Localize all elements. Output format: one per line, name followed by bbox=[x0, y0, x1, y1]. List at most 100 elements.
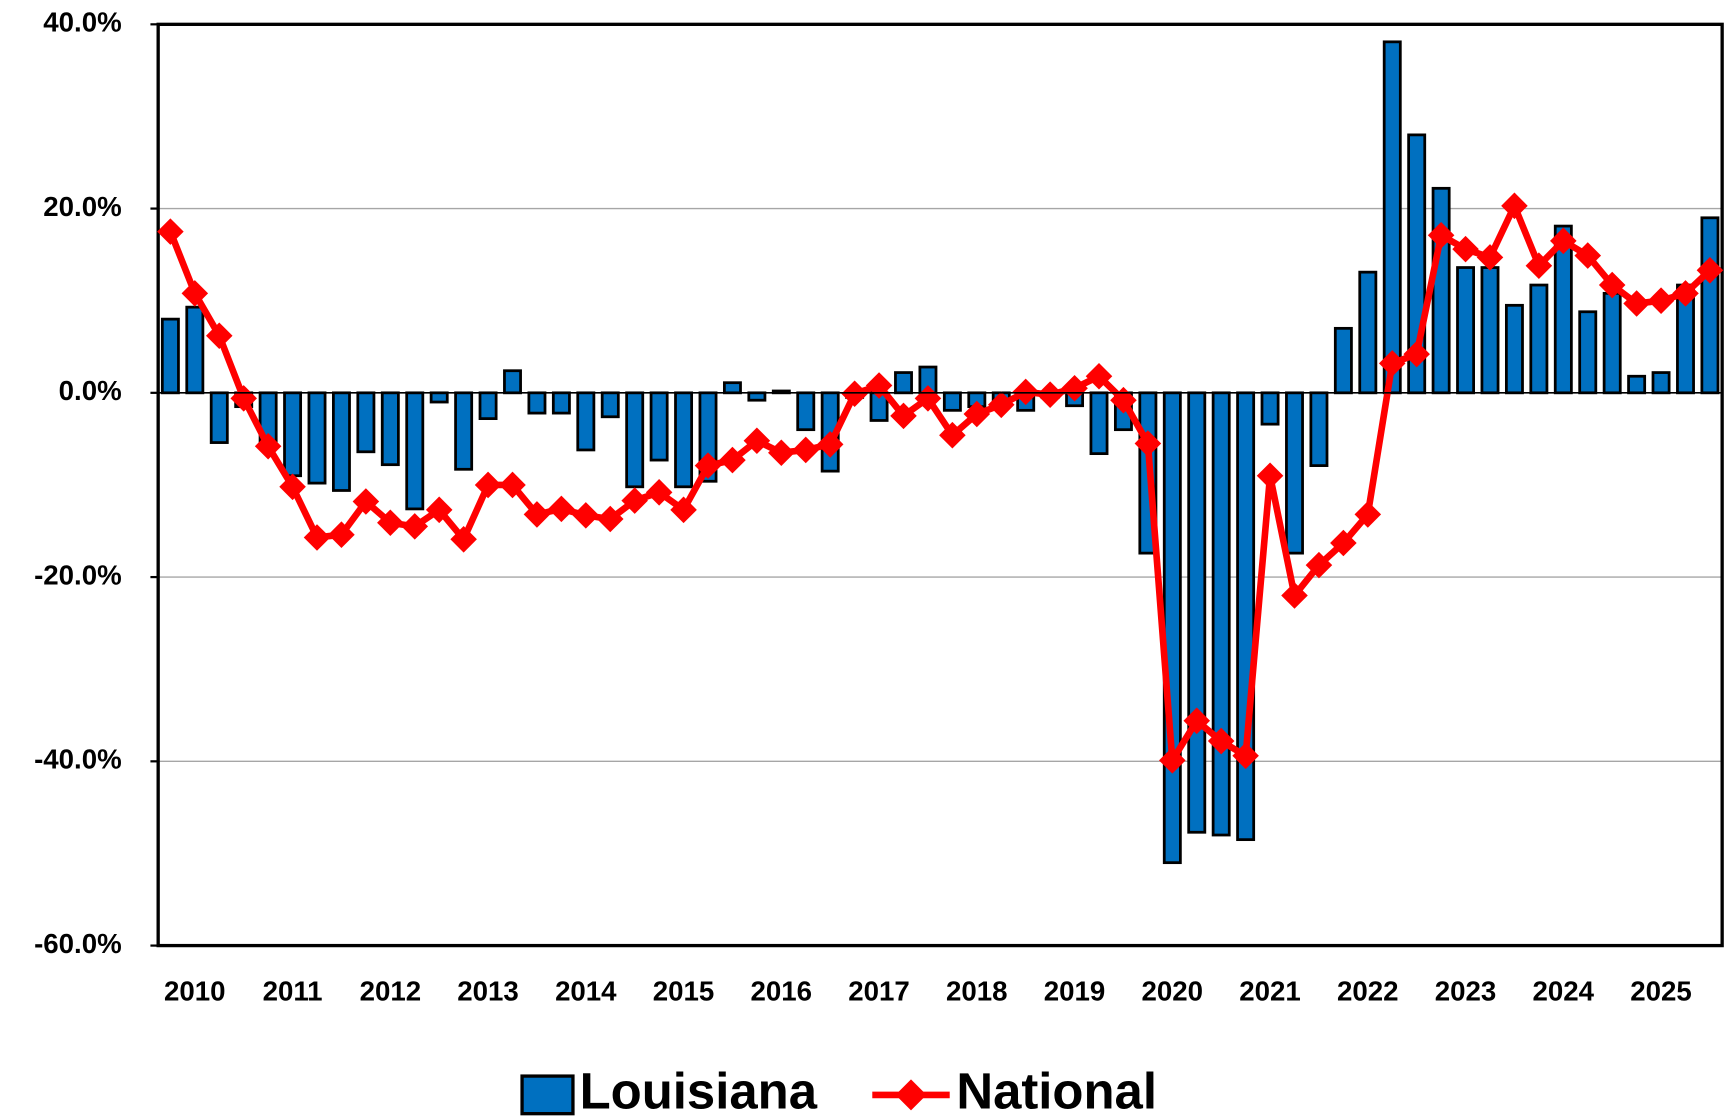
bar bbox=[429, 391, 449, 404]
line-marker bbox=[743, 427, 771, 455]
line-marker bbox=[1427, 222, 1455, 249]
bar bbox=[1382, 40, 1402, 395]
bar bbox=[722, 381, 742, 395]
bar bbox=[1211, 391, 1231, 837]
bar bbox=[625, 391, 645, 489]
bar bbox=[307, 391, 327, 485]
bar bbox=[380, 391, 400, 467]
line-marker bbox=[474, 471, 502, 499]
bar bbox=[503, 369, 522, 395]
bar bbox=[1456, 266, 1476, 395]
line-marker bbox=[1036, 381, 1064, 408]
bar bbox=[1602, 291, 1622, 395]
line-marker bbox=[768, 439, 795, 466]
x-tick-label: 2013 bbox=[457, 975, 519, 1006]
y-tick-label: -40.0% bbox=[34, 744, 122, 775]
bar bbox=[1480, 266, 1500, 395]
line-marker bbox=[1354, 501, 1382, 528]
x-tick-label: 2010 bbox=[164, 975, 226, 1006]
line-marker bbox=[694, 452, 722, 479]
x-tick-label: 2012 bbox=[360, 975, 422, 1006]
bar bbox=[747, 391, 767, 402]
bar bbox=[527, 391, 547, 415]
x-tick-label: 2018 bbox=[946, 975, 1008, 1006]
line-marker bbox=[1647, 287, 1675, 314]
bar bbox=[600, 391, 620, 419]
x-tick-label: 2011 bbox=[263, 975, 323, 1006]
x-tick-label: 2020 bbox=[1142, 975, 1204, 1006]
legend-marker bbox=[895, 1079, 927, 1111]
line-marker bbox=[645, 479, 673, 506]
legend-swatch bbox=[520, 1074, 575, 1116]
line-marker bbox=[157, 218, 184, 245]
line-marker bbox=[1232, 742, 1259, 770]
line-marker bbox=[621, 487, 648, 514]
line-marker bbox=[1085, 362, 1113, 390]
line-marker bbox=[1012, 378, 1039, 406]
line-marker bbox=[401, 513, 429, 540]
line-marker bbox=[572, 502, 600, 529]
line-marker bbox=[1452, 235, 1479, 263]
bar bbox=[1504, 303, 1524, 395]
line-marker bbox=[816, 431, 844, 458]
line-marker bbox=[230, 385, 257, 412]
bar bbox=[894, 371, 913, 395]
bar bbox=[1529, 283, 1549, 395]
x-tick-label: 2022 bbox=[1337, 975, 1399, 1006]
line-marker bbox=[890, 402, 917, 430]
x-tick-label: 2015 bbox=[653, 975, 715, 1006]
bar bbox=[160, 317, 180, 395]
y-tick-label: 20.0% bbox=[43, 191, 121, 222]
bar bbox=[405, 391, 425, 511]
bar bbox=[1260, 391, 1280, 426]
bar bbox=[1187, 391, 1207, 834]
line-marker bbox=[963, 400, 991, 428]
line-marker bbox=[1378, 350, 1406, 377]
line-marker bbox=[841, 380, 868, 408]
y-tick-label: 40.0% bbox=[43, 7, 121, 38]
x-tick-label: 2019 bbox=[1044, 975, 1106, 1006]
legend-label: National bbox=[956, 1062, 1157, 1117]
line-marker bbox=[1623, 290, 1650, 317]
line-marker bbox=[181, 280, 209, 307]
line-marker bbox=[1525, 252, 1553, 279]
bar bbox=[551, 391, 571, 415]
bar bbox=[674, 391, 694, 489]
line bbox=[167, 202, 1713, 764]
x-tick-label: 2023 bbox=[1435, 975, 1497, 1006]
bar bbox=[283, 391, 303, 478]
line-marker bbox=[1134, 430, 1162, 457]
line-marker bbox=[1476, 244, 1504, 271]
bar bbox=[1627, 374, 1647, 395]
bar bbox=[332, 391, 351, 492]
line-marker bbox=[303, 524, 331, 551]
line-marker bbox=[914, 385, 942, 412]
line-marker bbox=[596, 505, 624, 533]
bar bbox=[356, 391, 376, 454]
bar bbox=[1431, 186, 1451, 395]
bar bbox=[942, 391, 962, 412]
line-marker bbox=[939, 421, 966, 449]
y-tick-label: 0.0% bbox=[59, 375, 122, 406]
line-marker bbox=[719, 446, 746, 474]
y-tick-label: -20.0% bbox=[34, 559, 122, 590]
bar bbox=[1358, 270, 1378, 395]
line-marker bbox=[499, 471, 526, 499]
line-marker bbox=[450, 526, 477, 553]
y-tick-label: -60.0% bbox=[34, 928, 122, 959]
x-tick-label: 2025 bbox=[1630, 975, 1692, 1006]
x-tick-label: 2021 bbox=[1239, 975, 1301, 1006]
bar bbox=[1651, 371, 1671, 395]
bar bbox=[1700, 216, 1720, 395]
bar bbox=[1285, 391, 1304, 555]
line-marker bbox=[1403, 340, 1430, 368]
line-marker bbox=[987, 391, 1015, 419]
bar bbox=[209, 391, 229, 444]
bar bbox=[1309, 391, 1329, 467]
line-marker bbox=[352, 488, 380, 515]
x-tick-label: 2014 bbox=[555, 975, 617, 1006]
bar bbox=[478, 391, 498, 421]
bar bbox=[1236, 391, 1256, 842]
line-marker bbox=[548, 495, 575, 523]
